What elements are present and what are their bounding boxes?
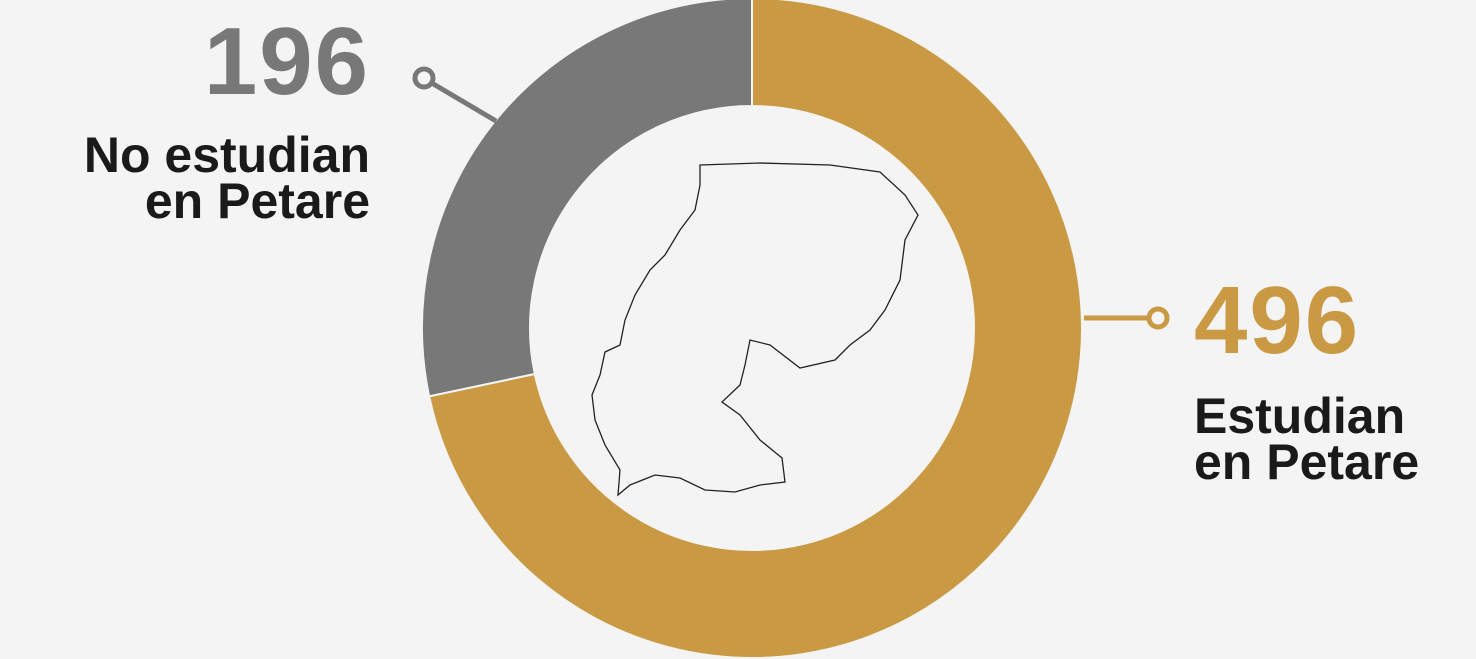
value-label: 196 <box>203 8 370 115</box>
donut <box>421 0 1083 659</box>
donut-slice <box>421 0 753 398</box>
connector-dot <box>1146 306 1170 330</box>
category-label: Estudian en Petare <box>1194 388 1420 490</box>
map-outline <box>591 162 919 497</box>
category-label: No estudian en Petare <box>83 127 370 229</box>
connector-dot <box>412 66 436 90</box>
value-label: 496 <box>1194 267 1361 374</box>
connector <box>428 79 498 124</box>
donut-slice <box>427 0 1083 659</box>
